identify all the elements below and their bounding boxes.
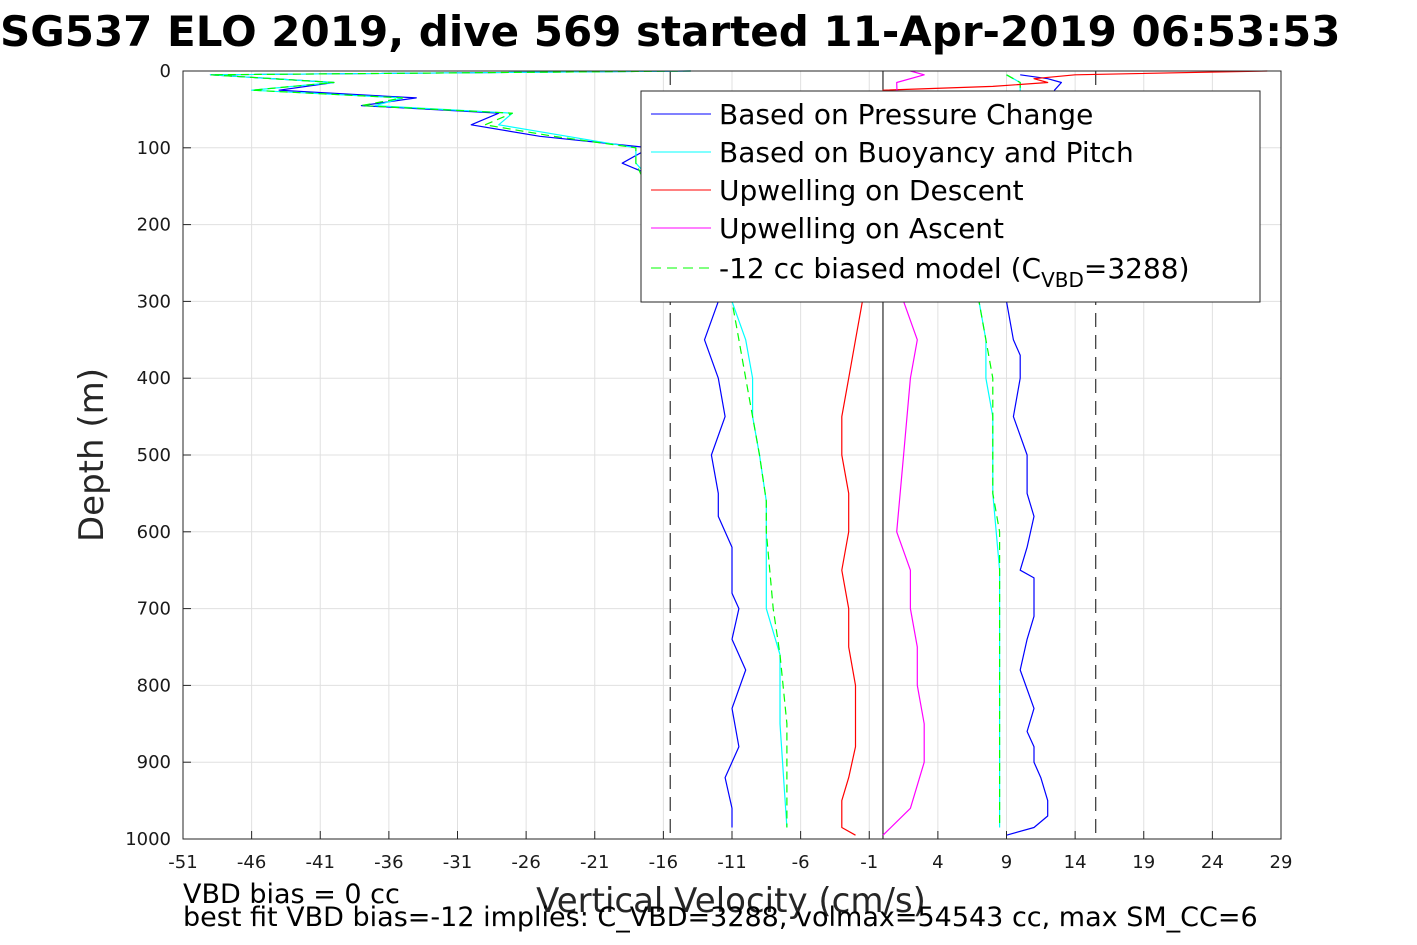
series-group [209, 70, 1268, 836]
x-tick-label-6: -21 [580, 852, 609, 873]
x-tick-label-5: -26 [511, 852, 540, 873]
legend-box [640, 90, 1261, 303]
x-tick-label-13: 14 [1064, 852, 1087, 873]
footer-line-1: VBD bias = 0 cc [183, 879, 400, 910]
footer-line-2: best fit VBD bias=-12 implies: C_VBD=328… [183, 902, 1258, 933]
legend-label-model: -12 cc biased model (CVBD=3288) [719, 252, 1190, 292]
legend-label-buoyancy: Based on Buoyancy and Pitch [719, 136, 1134, 169]
y-tick-label-7: 700 [137, 599, 171, 620]
x-tick-label-2: -41 [306, 852, 335, 873]
y-tick-label-9: 900 [137, 752, 171, 773]
legend-label-pressure: Based on Pressure Change [719, 98, 1093, 131]
chart-title: SG537 ELO 2019, dive 569 started 11-Apr-… [0, 7, 1340, 56]
x-tick-label-14: 19 [1132, 852, 1155, 873]
legend-model-sub: VBD [1041, 268, 1084, 292]
y-tick-label-10: 1000 [125, 829, 171, 850]
x-tick-label-3: -36 [374, 852, 403, 873]
x-tick-label-4: -31 [443, 852, 472, 873]
legend-model-post: =3288) [1084, 252, 1190, 285]
y-tick-label-2: 200 [137, 215, 171, 236]
series-line-pressure-1 [1005, 74, 1063, 836]
x-tick-labels: -51 -46 -41 -36 -31 -26 -21 -16 -11 -6 -1 4 9 14 19 24 2… [168, 831, 1292, 873]
x-tick-label-10: -1 [860, 852, 878, 873]
x-tick-label-0: -51 [168, 852, 197, 873]
series-line-model-5 [978, 74, 1021, 828]
x-tick-label-15: 24 [1201, 852, 1224, 873]
y-tick-label-3: 300 [137, 291, 171, 312]
series-line-up_descent-6 [841, 70, 1268, 836]
x-tick-label-8: -11 [717, 852, 746, 873]
legend-label-up-descent: Upwelling on Descent [719, 174, 1024, 207]
x-tick-label-9: -6 [792, 852, 810, 873]
y-tick-label-1: 100 [137, 138, 171, 159]
legend: Based on Pressure Change Based on Buoyan… [640, 90, 1261, 303]
y-tick-label-0: 0 [160, 61, 171, 82]
legend-model-pre: -12 cc biased model (C [719, 252, 1041, 285]
series-line-pressure-0 [209, 70, 747, 828]
x-tick-label-1: -46 [237, 852, 266, 873]
series-line-model-4 [209, 70, 788, 828]
y-tick-label-8: 800 [137, 675, 171, 696]
x-tick-label-11: 4 [932, 852, 943, 873]
y-tick-label-4: 400 [137, 368, 171, 389]
x-tick-label-16: 29 [1270, 852, 1293, 873]
x-axis-label: Vertical Velocity (cm/s) [536, 881, 926, 921]
x-tick-label-7: -16 [649, 852, 678, 873]
y-axis-label: Depth (m) [72, 368, 112, 542]
y-tick-label-5: 500 [137, 445, 171, 466]
legend-label-up-ascent: Upwelling on Ascent [719, 212, 1004, 245]
y-tick-label-6: 600 [137, 522, 171, 543]
y-tick-labels: 0 100 200 300 400 500 600 700 800 900 1000 [125, 61, 191, 850]
x-tick-label-12: 9 [1001, 852, 1012, 873]
